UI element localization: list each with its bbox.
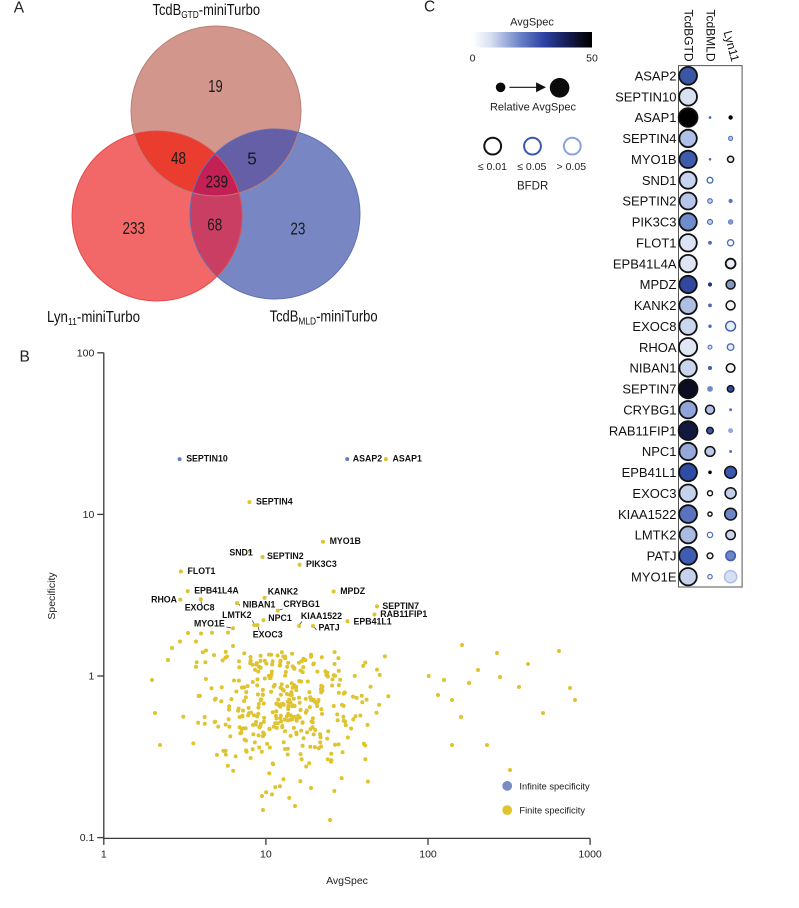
svg-text:PATJ: PATJ <box>647 549 677 564</box>
svg-text:CRYBG1: CRYBG1 <box>283 599 319 609</box>
svg-text:19: 19 <box>208 76 222 96</box>
svg-text:ASAP2: ASAP2 <box>353 453 382 463</box>
svg-text:10: 10 <box>260 848 272 860</box>
svg-text:KIAA1522: KIAA1522 <box>618 507 677 522</box>
svg-text:100: 100 <box>77 347 95 359</box>
svg-text:≤ 0.05: ≤ 0.05 <box>517 161 546 173</box>
svg-text:RHOA: RHOA <box>151 594 178 604</box>
svg-text:Lyn11-miniTurbo: Lyn11-miniTurbo <box>47 309 140 328</box>
svg-text:EPB41L1: EPB41L1 <box>622 465 677 480</box>
svg-text:NPC1: NPC1 <box>268 613 292 623</box>
svg-text:EXOC8: EXOC8 <box>632 319 676 334</box>
svg-text:KANK2: KANK2 <box>634 298 677 313</box>
svg-text:0.1: 0.1 <box>80 832 95 844</box>
svg-text:5: 5 <box>247 149 257 169</box>
svg-text:PIK3C3: PIK3C3 <box>632 215 677 230</box>
svg-text:BFDR: BFDR <box>517 181 548 193</box>
svg-text:Specificity: Specificity <box>46 572 58 620</box>
svg-text:Relative AvgSpec: Relative AvgSpec <box>490 102 577 114</box>
svg-text:ASAP1: ASAP1 <box>393 453 422 463</box>
svg-text:TcdBMLD-miniTurbo: TcdBMLD-miniTurbo <box>270 309 378 328</box>
svg-text:NPC1: NPC1 <box>642 444 677 459</box>
svg-text:AvgSpec: AvgSpec <box>510 17 554 29</box>
svg-text:SEPTIN7: SEPTIN7 <box>622 382 676 397</box>
svg-text:Infinite specificity: Infinite specificity <box>519 781 590 791</box>
svg-text:MPDZ: MPDZ <box>640 277 677 292</box>
svg-text:SND1: SND1 <box>229 548 253 558</box>
svg-text:EPB41L1: EPB41L1 <box>354 617 392 627</box>
svg-text:PIK3C3: PIK3C3 <box>306 559 337 569</box>
svg-text:RHOA: RHOA <box>639 340 677 355</box>
svg-text:EPB41L4A: EPB41L4A <box>613 256 677 271</box>
svg-text:EXOC3: EXOC3 <box>253 629 283 639</box>
svg-text:SND1: SND1 <box>642 173 677 188</box>
svg-text:FLOT1: FLOT1 <box>188 566 216 576</box>
svg-text:> 0.05: > 0.05 <box>557 161 587 173</box>
svg-text:Finite specificity: Finite specificity <box>519 805 585 815</box>
svg-text:NIBAN1: NIBAN1 <box>243 600 276 610</box>
svg-text:PATJ: PATJ <box>319 623 340 633</box>
svg-text:TcdBMLD: TcdBMLD <box>704 10 718 62</box>
svg-text:239: 239 <box>206 172 229 192</box>
svg-text:SEPTIN10: SEPTIN10 <box>186 453 228 463</box>
svg-text:ASAP1: ASAP1 <box>635 110 677 125</box>
svg-text:CRYBG1: CRYBG1 <box>623 402 676 417</box>
svg-text:LMTK2: LMTK2 <box>635 528 677 543</box>
svg-text:48: 48 <box>171 148 186 168</box>
svg-text:TcdBGTD: TcdBGTD <box>682 10 696 62</box>
svg-text:≤ 0.01: ≤ 0.01 <box>478 161 507 173</box>
svg-text:RAB11FIP1: RAB11FIP1 <box>609 423 677 438</box>
svg-text:EXOC3: EXOC3 <box>632 486 676 501</box>
svg-text:B: B <box>20 349 30 366</box>
svg-text:MYO1E: MYO1E <box>194 618 225 628</box>
svg-text:NIBAN1: NIBAN1 <box>630 361 677 376</box>
svg-text:KANK2: KANK2 <box>268 587 298 597</box>
svg-text:SEPTIN2: SEPTIN2 <box>267 551 304 561</box>
svg-text:RAB11FIP1: RAB11FIP1 <box>380 609 427 619</box>
svg-text:ASAP2: ASAP2 <box>635 69 677 84</box>
svg-text:MYO1E: MYO1E <box>631 569 677 584</box>
svg-text:23: 23 <box>290 219 305 239</box>
svg-text:233: 233 <box>122 218 145 238</box>
svg-text:MPDZ: MPDZ <box>340 586 366 596</box>
svg-text:1: 1 <box>101 848 107 860</box>
svg-text:EXOC8: EXOC8 <box>185 602 215 612</box>
svg-text:AvgSpec: AvgSpec <box>326 875 368 887</box>
svg-text:1: 1 <box>88 671 94 683</box>
svg-text:50: 50 <box>586 53 598 65</box>
svg-text:1000: 1000 <box>578 848 602 860</box>
svg-text:SEPTIN10: SEPTIN10 <box>615 89 676 104</box>
svg-text:10: 10 <box>83 509 95 521</box>
svg-text:LMTK2: LMTK2 <box>222 610 251 620</box>
svg-text:SEPTIN7: SEPTIN7 <box>382 601 419 611</box>
svg-text:FLOT1: FLOT1 <box>636 236 676 251</box>
svg-text:SEPTIN2: SEPTIN2 <box>622 194 676 209</box>
svg-text:C: C <box>424 0 435 16</box>
svg-text:SEPTIN4: SEPTIN4 <box>622 131 676 146</box>
svg-text:MYO1B: MYO1B <box>330 536 361 546</box>
svg-text:EPB41L4A: EPB41L4A <box>194 585 239 595</box>
svg-text:68: 68 <box>207 214 222 234</box>
svg-text:MYO1B: MYO1B <box>631 152 677 167</box>
svg-text:TcdBGTD-miniTurbo: TcdBGTD-miniTurbo <box>153 2 261 21</box>
svg-text:SEPTIN4: SEPTIN4 <box>256 496 293 506</box>
svg-text:100: 100 <box>419 848 437 860</box>
svg-text:KIAA1522: KIAA1522 <box>301 611 342 621</box>
svg-text:0: 0 <box>470 53 476 65</box>
svg-text:A: A <box>14 0 25 16</box>
